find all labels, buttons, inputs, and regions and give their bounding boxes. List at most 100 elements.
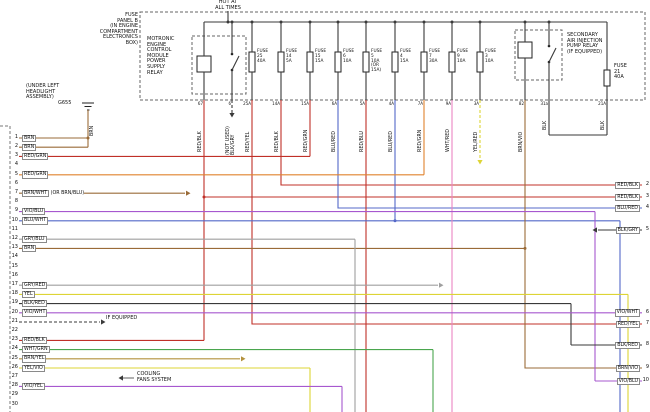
junction-dot xyxy=(308,20,312,24)
fuse-label: FUSE 5 10A (OR 15A) xyxy=(371,49,383,74)
junction-dot xyxy=(523,246,527,250)
wire-red-blk-14a xyxy=(280,100,649,186)
left-pin-wire-label: BRN xyxy=(22,143,37,151)
junction-dot xyxy=(250,20,254,24)
left-pin-number: 15 xyxy=(11,262,18,269)
wire-color-label: RED/YEL xyxy=(245,131,251,152)
right-pin-number: 2 xyxy=(642,181,649,187)
fuse-label: FUSE 9 10A xyxy=(457,49,469,65)
arrow-right xyxy=(439,282,444,288)
ground-name-label: G655 xyxy=(58,100,72,106)
left-pin-number: 11 xyxy=(11,225,18,232)
terminal-label: 67 xyxy=(197,100,203,106)
junction-dot xyxy=(226,20,230,24)
wire-brn-vio-82 xyxy=(19,100,649,369)
junction-dot xyxy=(202,195,206,199)
right-pin-wire-label: BRN/VIO xyxy=(615,364,640,372)
left-pin-wire-label: GRY/BLU xyxy=(22,235,47,243)
wire-color-label: BRN/VIO xyxy=(518,131,524,152)
left-pin-wire-label: BRN/YEL xyxy=(22,355,47,363)
fuse-21-label: FUSE 21 40A xyxy=(614,63,627,81)
wire-color-label: RED/BLU xyxy=(359,131,365,152)
arrow-left xyxy=(592,227,597,233)
arrow-right xyxy=(101,319,106,325)
terminal-label: 5A xyxy=(359,100,365,106)
junction-dot xyxy=(478,20,482,24)
left-pin-number: 18 xyxy=(11,290,18,297)
right-pin-wire-label: RED/BLK xyxy=(615,181,640,189)
right-pin-wire-label: VIO/BLU xyxy=(616,377,640,385)
wire-fuse-stubs xyxy=(251,22,481,100)
left-pin-number: 21 xyxy=(11,317,18,324)
left-pin-number: 30 xyxy=(11,400,18,407)
fuse-label: FUSE 15 15A xyxy=(315,49,327,65)
terminal-label: 31a xyxy=(540,100,548,106)
arrow-right xyxy=(241,356,246,362)
left-pin-number: 24 xyxy=(11,345,18,352)
wire-blu-red-4a-blu-wht xyxy=(19,100,621,412)
terminal-label: 4A xyxy=(388,100,394,106)
wire-color-label: BLK xyxy=(600,120,606,130)
motronic-relay-box xyxy=(191,35,247,95)
left-pin-number: 9 xyxy=(11,208,18,214)
right-pin-number: 6 xyxy=(642,309,649,315)
junction-dot xyxy=(336,20,340,24)
junction-dot xyxy=(364,20,368,24)
left-pin-wire-label: BRN/WHT (OR BRN/BLU) xyxy=(22,189,85,197)
left-pin-number: 6 xyxy=(11,180,18,186)
right-pin-wire-label: BLK/GRY xyxy=(615,226,640,234)
left-pin-number: 3 xyxy=(11,152,18,159)
left-pin-number: 8 xyxy=(11,198,18,205)
left-pin-number: 19 xyxy=(11,299,18,306)
left-pin-wire-label: RED/BLK xyxy=(22,337,47,345)
junction-dot xyxy=(523,20,527,24)
cooling-fans-note: COOLING FANS SYSTEM xyxy=(137,371,172,383)
ground-wire-color-label: BRN xyxy=(90,125,96,136)
wire-red-grn-7a xyxy=(19,100,425,176)
terminal-label: 25A xyxy=(243,100,251,106)
fuse-panel-label: FUSE PANEL B (IN ENGINE COMPARTMENT ELEC… xyxy=(99,12,138,46)
wire-motronic-relay-internal xyxy=(203,22,240,100)
right-pin-number: 4 xyxy=(642,204,649,210)
left-pin-number: 27 xyxy=(11,373,18,380)
terminal-label: 14A xyxy=(272,100,280,106)
wire-gry-blu-pin12 xyxy=(19,238,356,412)
wire-color-label: (NOT USED) BLK/GRY xyxy=(225,126,236,155)
wire-color-label: BLU/RED xyxy=(331,131,337,152)
fuse-panel-box xyxy=(139,11,646,101)
junction-dot xyxy=(393,219,397,223)
left-pin-number: 16 xyxy=(11,271,18,278)
arrow-left xyxy=(118,375,123,381)
left-pin-number: 4 xyxy=(11,162,18,168)
fuse-label: FUSE 6 10A xyxy=(343,49,355,65)
right-pin-wire-label: BLU/RED xyxy=(615,204,640,212)
junction-dot xyxy=(393,20,397,24)
left-pin-wire-label: BLU/WHT xyxy=(22,217,49,225)
right-pin-number: 8 xyxy=(642,341,649,347)
junction-dot xyxy=(230,20,234,24)
left-pin-wire-label: YEL/VIO xyxy=(22,364,45,372)
left-pin-number: 14 xyxy=(11,253,18,260)
left-pin-number: 28 xyxy=(11,382,18,389)
fuse-label: FUSE 3 10A xyxy=(485,49,497,65)
terminal-label: 21A xyxy=(598,100,606,106)
hot-at-all-times-label: HOT AT ALL TIMES xyxy=(215,0,241,11)
terminal-label: 9A xyxy=(445,100,451,106)
secondary-relay-box xyxy=(514,29,563,81)
right-pin-number: 7 xyxy=(642,320,649,326)
wire-color-label: RED/BLK xyxy=(274,131,280,152)
left-pin-number: 12 xyxy=(11,235,18,242)
terminal-label: 82 xyxy=(518,100,524,106)
right-pin-wire-label: RED/YEL xyxy=(615,320,640,328)
left-pin-number: 5 xyxy=(11,171,18,177)
left-pin-number: 17 xyxy=(11,281,18,288)
terminal-label: 15A xyxy=(301,100,309,106)
left-pin-number: 25 xyxy=(11,354,18,361)
if-equipped-note: IF EQUIPPED xyxy=(106,315,138,321)
right-pin-number: 10 xyxy=(642,376,649,383)
right-pin-number: 5 xyxy=(642,226,649,232)
left-pin-number: 26 xyxy=(11,363,18,370)
wire-yel-vio-pin26 xyxy=(19,367,311,412)
wire-color-label: BLK xyxy=(542,120,548,130)
left-pin-number: 20 xyxy=(11,308,18,315)
